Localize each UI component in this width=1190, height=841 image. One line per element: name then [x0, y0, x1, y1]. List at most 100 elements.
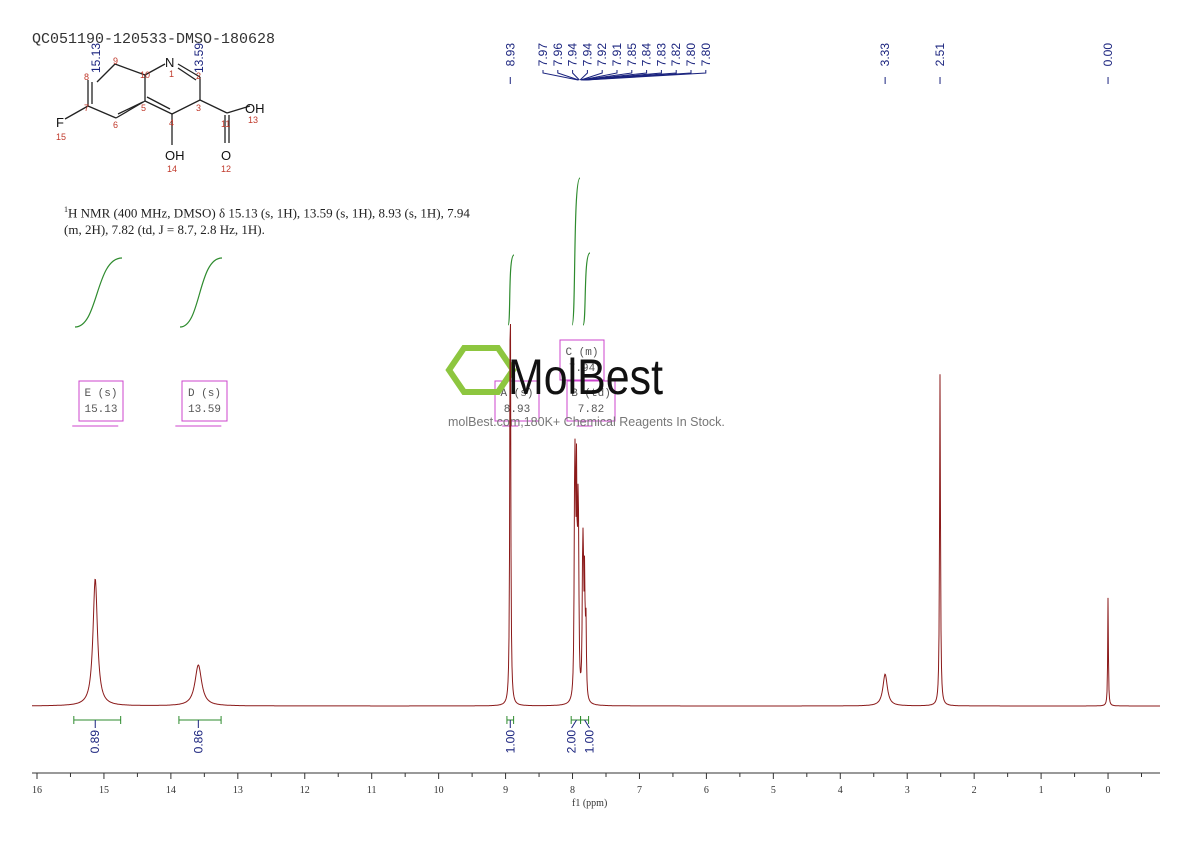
svg-text:OH: OH: [165, 148, 185, 163]
x-tick-label: 14: [166, 785, 176, 796]
x-tick-label: 15: [99, 785, 109, 796]
watermark-brand: MolBest: [508, 349, 663, 405]
structure-atom-labels: N OH OH O F: [56, 55, 265, 163]
multiplet-label: D (s): [188, 388, 221, 400]
multiplet-label: B (td): [571, 388, 611, 400]
watermark-tagline: molBest.com,180K+ Chemical Reagents In S…: [448, 415, 725, 429]
x-tick-label: 10: [434, 785, 444, 796]
svg-text:9: 9: [113, 56, 118, 66]
svg-text:12: 12: [221, 164, 231, 174]
multiplet-label: A (s): [500, 388, 533, 400]
peak-shift-label: 13.59: [192, 43, 206, 73]
svg-text:OH: OH: [245, 101, 265, 116]
integral-tick: [584, 719, 590, 729]
x-tick-label: 12: [300, 785, 310, 796]
multiplet-shift: 7.82: [578, 404, 604, 416]
molbest-logo-icon: [445, 345, 517, 395]
integral-curve: [179, 257, 223, 328]
multiplet-shift: 15.13: [84, 404, 117, 416]
x-tick-label: 0: [1106, 785, 1111, 796]
peak-shift-label: 7.96: [551, 43, 565, 67]
multiplet-label: C (m): [565, 347, 598, 359]
integral-value: 1.00: [503, 730, 517, 754]
multiplet-shift: 13.59: [188, 404, 221, 416]
x-tick-label: 8: [570, 785, 575, 796]
x-tick-label: 7: [637, 785, 642, 796]
peak-shift-label: 7.80: [699, 43, 713, 67]
svg-text:5: 5: [141, 103, 146, 113]
multiplet-box: [181, 380, 228, 422]
x-tick-label: 11: [367, 785, 377, 796]
peak-shift-label: 2.51: [933, 43, 947, 67]
svg-text:13: 13: [248, 115, 258, 125]
multiplet-box: [78, 380, 124, 422]
svg-text:F: F: [56, 115, 64, 130]
peak-shift-label: 7.94: [566, 43, 580, 67]
integral-curve: [507, 254, 515, 326]
peak-label-connector: [580, 70, 603, 81]
x-tick-label: 16: [32, 785, 42, 796]
x-tick-label: 6: [704, 785, 709, 796]
multiplet-label: E (s): [84, 388, 117, 400]
peak-shift-label: 7.92: [595, 43, 609, 67]
peak-shift-label: 0.00: [1101, 43, 1115, 67]
integral-curve: [571, 177, 581, 326]
spectrum-line: [32, 323, 1160, 707]
peak-shift-label: 7.83: [654, 43, 668, 67]
x-tick-label: 13: [233, 785, 243, 796]
multiplet-boxes: E (s)15.13D (s)13.59A (s)8.93C (m)7.94B …: [72, 339, 616, 427]
integral-value: 2.00: [565, 730, 579, 754]
peak-label-connector: [572, 70, 580, 81]
integral-bars: 0.89 0.86 1.00 2.00 1.00: [73, 716, 597, 754]
multiplet-box: [566, 380, 616, 422]
x-axis: 16 15 14 13 12 11 10 9 8 7 6 5 4 3 2 1 0: [32, 772, 1160, 796]
peak-label-connector: [557, 70, 579, 81]
peak-shift-label: 7.82: [669, 43, 683, 67]
svg-text:14: 14: [167, 164, 177, 174]
peak-shift-label: 7.91: [610, 43, 624, 67]
structure-atom-numbers: 1 2 3 4 5 6 7 8 9 10 11 12 13 14 15: [56, 56, 258, 174]
peak-label-connector: [585, 70, 707, 81]
peak-shift-label: 7.97: [536, 43, 550, 67]
spectrum-title: QC051190-120533-DMSO-180628: [32, 31, 276, 48]
peak-label-connector: [582, 70, 633, 81]
x-tick-label: 9: [503, 785, 508, 796]
svg-text:6: 6: [113, 120, 118, 130]
peak-shift-label: 15.13: [89, 43, 103, 73]
molbest-watermark: MolBest molBest.com,180K+ Chemical Reage…: [445, 345, 725, 429]
svg-text:15: 15: [56, 132, 66, 142]
peak-shift-label: 7.80: [684, 43, 698, 67]
multiplet-box: [494, 380, 540, 422]
x-axis-label: f1 (ppm): [572, 798, 607, 809]
integral-curve: [74, 257, 123, 328]
peak-shift-label: 7.94: [580, 43, 594, 67]
svg-text:N: N: [165, 55, 174, 70]
chemical-structure: [64, 63, 251, 145]
integral-curves: [74, 177, 591, 328]
svg-text:4: 4: [169, 118, 174, 128]
svg-text:O: O: [221, 148, 231, 163]
svg-text:2: 2: [196, 71, 201, 81]
peak-shift-label: 7.85: [625, 43, 639, 67]
svg-text:1: 1: [169, 69, 174, 79]
svg-text:3: 3: [196, 103, 201, 113]
x-tick-label: 3: [905, 785, 910, 796]
svg-text:10: 10: [140, 70, 150, 80]
integral-value: 0.89: [88, 730, 102, 754]
peak-shift-label: 7.84: [640, 43, 654, 67]
x-tick-label: 2: [972, 785, 977, 796]
nmr-description: 1H NMR (400 MHz, DMSO) δ 15.13 (s, 1H), …: [64, 205, 470, 238]
peak-label-connector: [579, 70, 588, 81]
peak-label-connector: [542, 70, 579, 81]
peak-shift-label: 3.33: [878, 43, 892, 67]
x-tick-label: 4: [838, 785, 843, 796]
x-tick-label: 1: [1039, 785, 1044, 796]
peak-shift-label: 8.93: [503, 43, 517, 67]
svg-text:7: 7: [84, 103, 89, 113]
x-tick-label: 5: [771, 785, 776, 796]
multiplet-shift: 7.94: [569, 363, 596, 375]
integral-value: 1.00: [583, 730, 597, 754]
